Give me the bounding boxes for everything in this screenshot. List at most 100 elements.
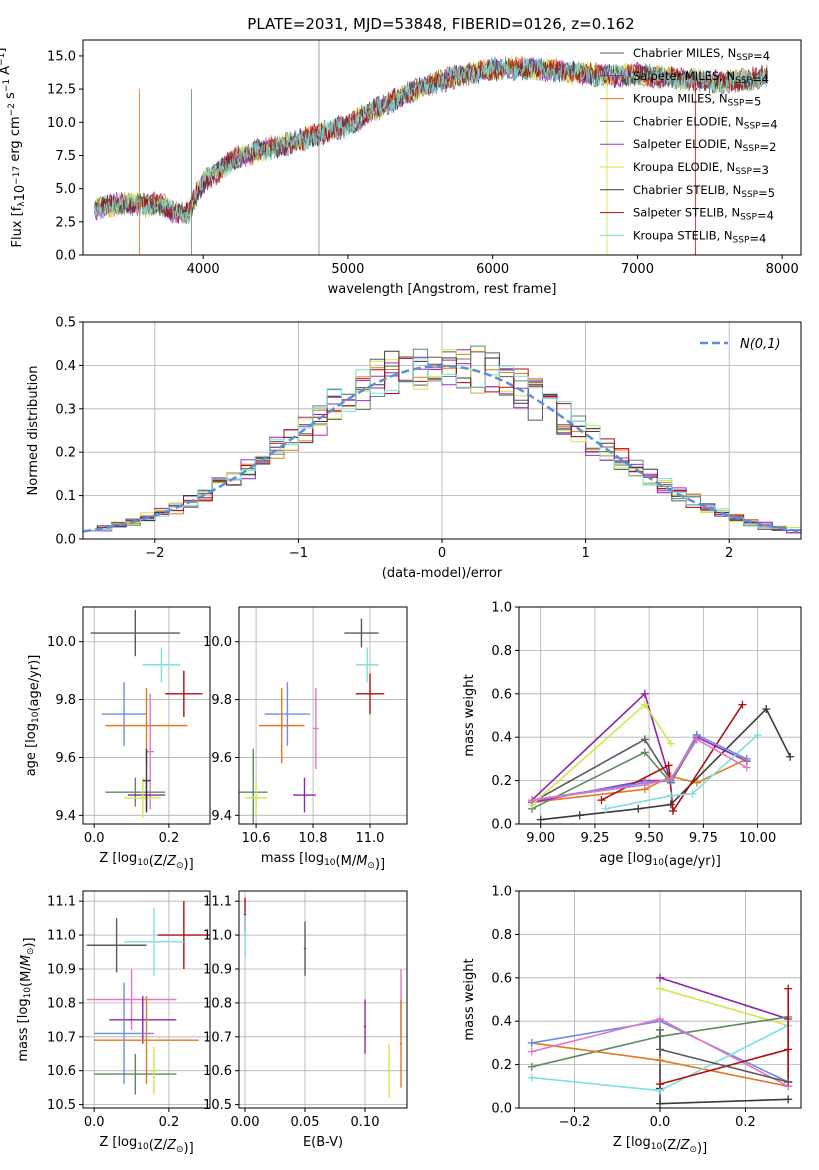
legend-entry: Kroupa MILES, NSSP=5 xyxy=(633,92,761,109)
x-axis-label: Z [log10(Z/Z⊙)] xyxy=(613,1135,707,1156)
y-tick-label: 10.5 xyxy=(47,1098,76,1113)
x-axis-label: E(B-V) xyxy=(303,1135,343,1150)
plot-area-weight_vs_age xyxy=(528,689,795,824)
y-tick-label: 0.8 xyxy=(491,928,512,943)
y-tick-label: 10.7 xyxy=(203,1030,232,1045)
legend-entry: Chabrier STELIB, NSSP=5 xyxy=(633,183,775,200)
y-tick-label: 9.8 xyxy=(211,693,232,708)
x-axis-label: wavelength [Angstrom, rest frame] xyxy=(328,282,557,297)
y-tick-label: 0.5 xyxy=(55,316,76,331)
plot-area-residuals xyxy=(83,345,801,534)
axes-frame xyxy=(518,606,802,825)
x-tick-label: 0 xyxy=(438,546,446,561)
axes-frame xyxy=(82,890,211,1109)
plot-area-mass_vs_Z xyxy=(86,901,210,1095)
y-tick-label: 11.0 xyxy=(203,929,232,944)
x-tick-label: −1 xyxy=(289,546,308,561)
y-tick-label: 0.6 xyxy=(491,971,512,986)
legend-entry: Salpeter MILES, NSSP=4 xyxy=(633,69,769,86)
y-tick-label: 12.5 xyxy=(47,83,76,98)
x-tick-label: 6000 xyxy=(476,262,509,277)
y-tick-label: 10.6 xyxy=(203,1064,232,1079)
y-tick-label: 9.4 xyxy=(211,809,232,824)
x-tick-label: 9.00 xyxy=(526,831,555,846)
y-tick-label: 0.2 xyxy=(491,774,512,789)
y-tick-label: 0.1 xyxy=(55,489,76,504)
x-tick-label: 9.25 xyxy=(580,831,609,846)
y-tick-label: 10.9 xyxy=(203,962,232,977)
x-tick-label: 10.8 xyxy=(299,831,328,846)
y-axis-label: Normed distribution xyxy=(26,366,41,496)
legend-entry: N(0,1) xyxy=(740,337,781,352)
reference-curve xyxy=(83,364,801,533)
y-tick-label: 0.4 xyxy=(491,1015,512,1030)
x-tick-label: 0.2 xyxy=(159,831,180,846)
y-tick-label: 5.0 xyxy=(55,182,76,197)
chart-age_vs_mass: 10.6 10.8 11.0 9.4 9.6 9.8 10.0 mass [log10(M/M… xyxy=(203,606,408,872)
chart-spectrum: 4000 5000 6000 7000 8000 0.0 2.5 5.0 7.5 10.0 12.5… xyxy=(0,39,802,297)
y-tick-label: 9.4 xyxy=(55,809,76,824)
y-tick-label: 9.6 xyxy=(55,751,76,766)
y-tick-label: 0.4 xyxy=(491,731,512,746)
x-tick-label: 0.00 xyxy=(231,1115,260,1130)
x-tick-label: 11.0 xyxy=(356,831,385,846)
y-tick-label: 0.2 xyxy=(491,1058,512,1073)
x-tick-label: 5000 xyxy=(331,262,364,277)
figure-title: PLATE=2031, MJD=53848, FIBERID=0126, z=0… xyxy=(247,15,634,33)
legend-entry: Salpeter ELODIE, NSSP=2 xyxy=(633,137,776,154)
y-tick-label: 0.0 xyxy=(55,249,76,264)
spectrum-line xyxy=(94,56,768,225)
x-tick-label: 8000 xyxy=(766,262,799,277)
x-tick-label: 0.0 xyxy=(84,1115,105,1130)
y-tick-label: 0.2 xyxy=(55,446,76,461)
x-axis-label: mass [log10(M/M⊙)] xyxy=(261,851,385,872)
y-tick-label: 7.5 xyxy=(55,149,76,164)
y-tick-label: 0.0 xyxy=(55,533,76,548)
y-tick-label: 1.0 xyxy=(491,601,512,616)
histogram-step xyxy=(83,358,801,532)
y-tick-label: 10.8 xyxy=(203,996,232,1011)
x-tick-label: 0.0 xyxy=(84,831,105,846)
y-tick-label: 0.0 xyxy=(491,1102,512,1117)
axes-frame xyxy=(238,890,408,1109)
y-axis-label: mass weight xyxy=(462,958,477,1040)
y-axis-label: Flux [fλ10−17 erg cm−2 s−1 A−1] xyxy=(0,48,28,248)
x-tick-label: 10.00 xyxy=(739,831,776,846)
chart-mass_vs_Z: 0.0 0.2 10.5 10.6 10.7 10.8 10.9 11.0 11.1 Z [log… xyxy=(16,890,211,1156)
y-tick-label: 0.4 xyxy=(55,359,76,374)
chart-mass_vs_ebv: 0.00 0.05 0.10 10.5 10.6 10.7 10.8 10.9 11.0 11.1… xyxy=(203,890,408,1150)
y-tick-label: 0.3 xyxy=(55,402,76,417)
legend-entry: Chabrier ELODIE, NSSP=4 xyxy=(633,114,778,131)
x-tick-label: 2 xyxy=(725,546,733,561)
y-tick-label: 0.6 xyxy=(491,687,512,702)
x-tick-label: 0.05 xyxy=(291,1115,320,1130)
plot-area-weight_vs_Z xyxy=(527,973,793,1108)
histogram-step xyxy=(83,357,801,532)
series-line xyxy=(659,988,789,1085)
y-axis-label: mass [log10(M/M⊙)] xyxy=(16,937,37,1061)
x-tick-label: −0.2 xyxy=(559,1115,591,1130)
y-tick-label: 1.0 xyxy=(491,885,512,900)
x-tick-label: 7000 xyxy=(621,262,654,277)
legend-entry: Salpeter STELIB, NSSP=4 xyxy=(633,206,774,223)
y-tick-label: 11.1 xyxy=(47,895,76,910)
chart-residuals: −2 −1 0 1 2 0.0 0.1 0.2 0.3 0.4 0.5 (data-model)/er… xyxy=(26,316,802,581)
x-axis-label: (data-model)/error xyxy=(382,566,503,581)
y-tick-label: 10.5 xyxy=(203,1098,232,1113)
y-tick-label: 10.0 xyxy=(203,635,232,650)
plot-area-spectrum xyxy=(94,40,768,255)
y-axis-label: mass weight xyxy=(462,674,477,756)
y-tick-label: 10.0 xyxy=(47,635,76,650)
y-tick-label: 0.0 xyxy=(491,818,512,833)
legend-entry: Kroupa ELODIE, NSSP=3 xyxy=(633,160,769,177)
x-tick-label: 9.50 xyxy=(635,831,664,846)
x-tick-label: 0.10 xyxy=(351,1115,380,1130)
y-tick-label: 9.6 xyxy=(211,751,232,766)
series-line xyxy=(540,707,791,821)
x-tick-label: 1 xyxy=(581,546,589,561)
legend-entry: Kroupa STELIB, NSSP=4 xyxy=(633,228,766,245)
y-tick-label: 10.6 xyxy=(47,1064,76,1079)
y-tick-label: 10.8 xyxy=(47,996,76,1011)
x-tick-label: 0.2 xyxy=(159,1115,180,1130)
